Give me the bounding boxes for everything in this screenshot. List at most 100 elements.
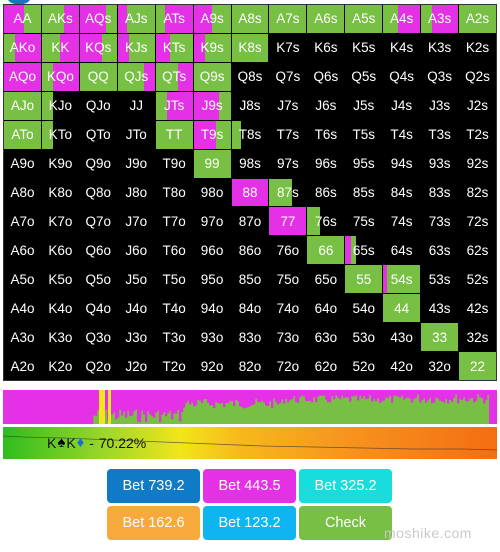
check-button[interactable]: Check <box>299 506 392 540</box>
hand-cell-j9s[interactable]: J9s <box>193 91 231 120</box>
hand-cell-ako[interactable]: AKo <box>4 33 41 62</box>
hand-cell-j5s[interactable]: J5s <box>345 91 383 120</box>
hand-cell-a4s[interactable]: A4s <box>383 5 421 33</box>
hand-cell-75o[interactable]: 75o <box>269 265 307 294</box>
hand-cell-43s[interactable]: 43s <box>421 294 459 323</box>
hand-cell-j6s[interactable]: J6s <box>307 91 345 120</box>
hand-cell-65s[interactable]: 65s <box>345 236 383 265</box>
hand-cell-72o[interactable]: 72o <box>269 352 307 380</box>
hand-cell-t2o[interactable]: T2o <box>155 352 193 380</box>
hand-cell-t7o[interactable]: T7o <box>155 207 193 236</box>
hand-cell-j7o[interactable]: J7o <box>117 207 155 236</box>
hand-cell-j7s[interactable]: J7s <box>269 91 307 120</box>
hand-cell-j4s[interactable]: J4s <box>383 91 421 120</box>
hand-cell-j8o[interactable]: J8o <box>117 178 155 207</box>
hand-cell-87s[interactable]: 87s <box>269 178 307 207</box>
hand-cell-k3o[interactable]: K3o <box>41 323 79 352</box>
hand-cell-t2s[interactable]: T2s <box>459 120 496 149</box>
hand-cell-k8o[interactable]: K8o <box>41 178 79 207</box>
hand-cell-tt[interactable]: TT <box>155 120 193 149</box>
hand-cell-aks[interactable]: AKs <box>41 5 79 33</box>
hand-cell-53s[interactable]: 53s <box>421 265 459 294</box>
hand-cell-t9o[interactable]: T9o <box>155 149 193 178</box>
hand-cell-a2o[interactable]: A2o <box>4 352 41 380</box>
hand-cell-94o[interactable]: 94o <box>193 294 231 323</box>
hand-cell-qq[interactable]: QQ <box>79 62 117 91</box>
hand-cell-98s[interactable]: 98s <box>231 149 269 178</box>
hand-cell-44[interactable]: 44 <box>383 294 421 323</box>
hand-cell-52s[interactable]: 52s <box>459 265 496 294</box>
hand-cell-kts[interactable]: KTs <box>155 33 193 62</box>
hand-cell-a6o[interactable]: A6o <box>4 236 41 265</box>
hand-cell-74o[interactable]: 74o <box>269 294 307 323</box>
hand-cell-t8o[interactable]: T8o <box>155 178 193 207</box>
hand-cell-64s[interactable]: 64s <box>383 236 421 265</box>
hand-cell-a7s[interactable]: A7s <box>269 5 307 33</box>
hand-cell-66[interactable]: 66 <box>307 236 345 265</box>
hand-cell-kjo[interactable]: KJo <box>41 91 79 120</box>
hand-cell-jj[interactable]: JJ <box>117 91 155 120</box>
hand-cell-a3s[interactable]: A3s <box>421 5 459 33</box>
hand-cell-j4o[interactable]: J4o <box>117 294 155 323</box>
hand-cell-k2o[interactable]: K2o <box>41 352 79 380</box>
hand-cell-aa[interactable]: AA <box>4 5 41 33</box>
hand-cell-32o[interactable]: 32o <box>421 352 459 380</box>
hand-cell-q9o[interactable]: Q9o <box>79 149 117 178</box>
hand-cell-84s[interactable]: 84s <box>383 178 421 207</box>
hand-cell-t4s[interactable]: T4s <box>383 120 421 149</box>
hand-cell-q7s[interactable]: Q7s <box>269 62 307 91</box>
hand-cell-83s[interactable]: 83s <box>421 178 459 207</box>
hand-cell-jts[interactable]: JTs <box>155 91 193 120</box>
hand-cell-k7o[interactable]: K7o <box>41 207 79 236</box>
hand-cell-94s[interactable]: 94s <box>383 149 421 178</box>
hand-cell-96o[interactable]: 96o <box>193 236 231 265</box>
bet-162-button[interactable]: Bet 162.6 <box>107 506 200 540</box>
hand-cell-77[interactable]: 77 <box>269 207 307 236</box>
hand-cell-q6o[interactable]: Q6o <box>79 236 117 265</box>
hand-cell-t9s[interactable]: T9s <box>193 120 231 149</box>
hand-cell-k8s[interactable]: K8s <box>231 33 269 62</box>
hand-cell-97s[interactable]: 97s <box>269 149 307 178</box>
hand-cell-92s[interactable]: 92s <box>459 149 496 178</box>
hand-cell-82o[interactable]: 82o <box>231 352 269 380</box>
hand-cell-kqs[interactable]: KQs <box>79 33 117 62</box>
hand-cell-96s[interactable]: 96s <box>307 149 345 178</box>
hand-cell-a3o[interactable]: A3o <box>4 323 41 352</box>
hand-cell-t7s[interactable]: T7s <box>269 120 307 149</box>
hand-cell-k5o[interactable]: K5o <box>41 265 79 294</box>
hand-cell-j3o[interactable]: J3o <box>117 323 155 352</box>
bet-325-button[interactable]: Bet 325.2 <box>299 469 392 503</box>
hand-cell-42s[interactable]: 42s <box>459 294 496 323</box>
hand-cell-k2s[interactable]: K2s <box>459 33 496 62</box>
hand-cell-t5s[interactable]: T5s <box>345 120 383 149</box>
hand-cell-q3o[interactable]: Q3o <box>79 323 117 352</box>
hand-cell-84o[interactable]: 84o <box>231 294 269 323</box>
hand-cell-k7s[interactable]: K7s <box>269 33 307 62</box>
hand-cell-92o[interactable]: 92o <box>193 352 231 380</box>
hand-cell-62o[interactable]: 62o <box>307 352 345 380</box>
hand-cell-86o[interactable]: 86o <box>231 236 269 265</box>
hand-cell-q2s[interactable]: Q2s <box>459 62 496 91</box>
hand-cell-k3s[interactable]: K3s <box>421 33 459 62</box>
hand-cell-53o[interactable]: 53o <box>345 323 383 352</box>
hand-cell-kk[interactable]: KK <box>41 33 79 62</box>
hand-cell-ajo[interactable]: AJo <box>4 91 41 120</box>
hand-cell-73s[interactable]: 73s <box>421 207 459 236</box>
hand-cell-q4o[interactable]: Q4o <box>79 294 117 323</box>
hand-cell-kjs[interactable]: KJs <box>117 33 155 62</box>
hand-cell-j9o[interactable]: J9o <box>117 149 155 178</box>
hand-cell-t6o[interactable]: T6o <box>155 236 193 265</box>
hand-cell-t6s[interactable]: T6s <box>307 120 345 149</box>
hand-cell-a2s[interactable]: A2s <box>459 5 496 33</box>
hand-cell-j3s[interactable]: J3s <box>421 91 459 120</box>
bet-739-button[interactable]: Bet 739.2 <box>107 469 200 503</box>
hand-cell-63s[interactable]: 63s <box>421 236 459 265</box>
hand-cell-85s[interactable]: 85s <box>345 178 383 207</box>
hand-cell-k6s[interactable]: K6s <box>307 33 345 62</box>
hand-cell-j6o[interactable]: J6o <box>117 236 155 265</box>
hand-cell-54s[interactable]: 54s <box>383 265 421 294</box>
hand-cell-q5o[interactable]: Q5o <box>79 265 117 294</box>
hand-cell-76o[interactable]: 76o <box>269 236 307 265</box>
hand-cell-75s[interactable]: 75s <box>345 207 383 236</box>
hand-cell-qjs[interactable]: QJs <box>117 62 155 91</box>
